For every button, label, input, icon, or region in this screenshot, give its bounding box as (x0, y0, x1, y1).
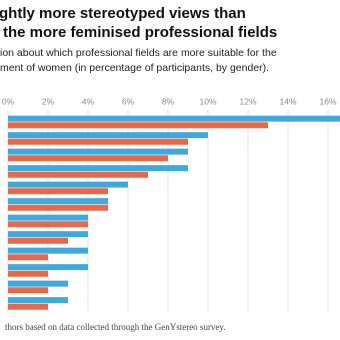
bar (8, 165, 188, 172)
bar (8, 254, 48, 261)
bar (8, 237, 68, 244)
bar (8, 231, 88, 238)
bar (8, 115, 340, 122)
bar (8, 270, 48, 277)
bar (8, 287, 48, 294)
bar (8, 280, 68, 287)
chart-title: the more feminised professional fields (3, 24, 277, 41)
bar (8, 148, 188, 155)
bar (8, 181, 128, 188)
bar (8, 303, 48, 310)
bar (8, 214, 88, 221)
chart-subtitle: ment of women (in percentage of particip… (0, 62, 269, 74)
x-tick-label: 14% (279, 96, 296, 106)
plot-area (8, 115, 340, 310)
bar (8, 221, 88, 228)
x-tick-label: 0% (2, 96, 15, 106)
bar (8, 155, 168, 162)
x-tick-label: 10% (199, 96, 216, 106)
bar (8, 297, 68, 304)
bar (8, 132, 208, 139)
x-tick-label: 4% (82, 96, 95, 106)
bar (8, 247, 88, 254)
source-note: thors based on data collected through th… (5, 322, 226, 332)
bar (8, 138, 188, 145)
x-tick-label: 16% (319, 96, 336, 106)
x-tick-label: 2% (42, 96, 55, 106)
x-tick-label: 6% (122, 96, 135, 106)
bar (8, 264, 88, 271)
chart-title: ghtly more stereotyped views than (0, 5, 246, 22)
bar (8, 171, 148, 178)
x-tick-label: 8% (162, 96, 175, 106)
bar (8, 122, 268, 129)
bar (8, 188, 108, 195)
bar (8, 204, 108, 211)
bar (8, 198, 108, 205)
chart-subtitle: ion about which professional fields are … (0, 47, 277, 59)
x-tick-label: 12% (239, 96, 256, 106)
